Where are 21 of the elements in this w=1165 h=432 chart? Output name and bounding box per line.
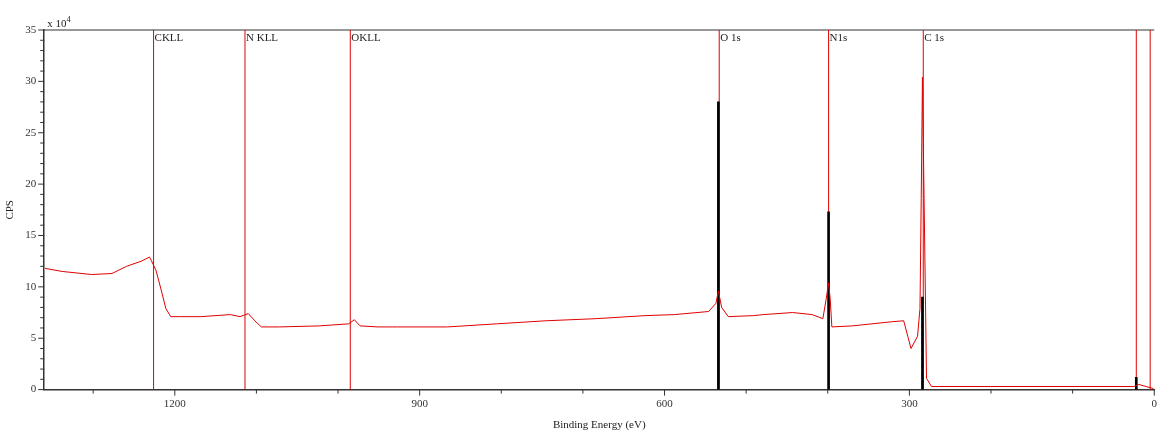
- ref-line-label: C 1s: [924, 31, 945, 44]
- y-tick-label: 10: [25, 279, 37, 292]
- ref-line-label: CKLL: [154, 31, 184, 44]
- x-tick-label: 300: [901, 397, 919, 410]
- y-tick-label: 30: [25, 74, 37, 87]
- ref-line-label: OKLL: [351, 31, 381, 44]
- x-tick-label: 1200: [163, 397, 187, 410]
- ref-line-label: O 1s: [720, 31, 741, 44]
- y-tick-label: 0: [30, 382, 37, 395]
- ref-line-label: N1s: [829, 31, 848, 44]
- y-tick-label: 5: [30, 331, 37, 344]
- x-axis-title: Binding Energy (eV): [552, 418, 646, 432]
- x-tick-label: 0: [1151, 397, 1158, 410]
- x-tick-label: 900: [411, 397, 429, 410]
- y-tick-label: 15: [25, 228, 37, 241]
- x-tick-label: 600: [656, 397, 674, 410]
- y-axis-title: CPS: [3, 200, 16, 220]
- y-tick-label: 25: [25, 125, 37, 138]
- y-tick-label: 20: [25, 177, 37, 189]
- y-tick-label: 35: [25, 22, 37, 35]
- ref-line-label: N KLL: [245, 31, 279, 44]
